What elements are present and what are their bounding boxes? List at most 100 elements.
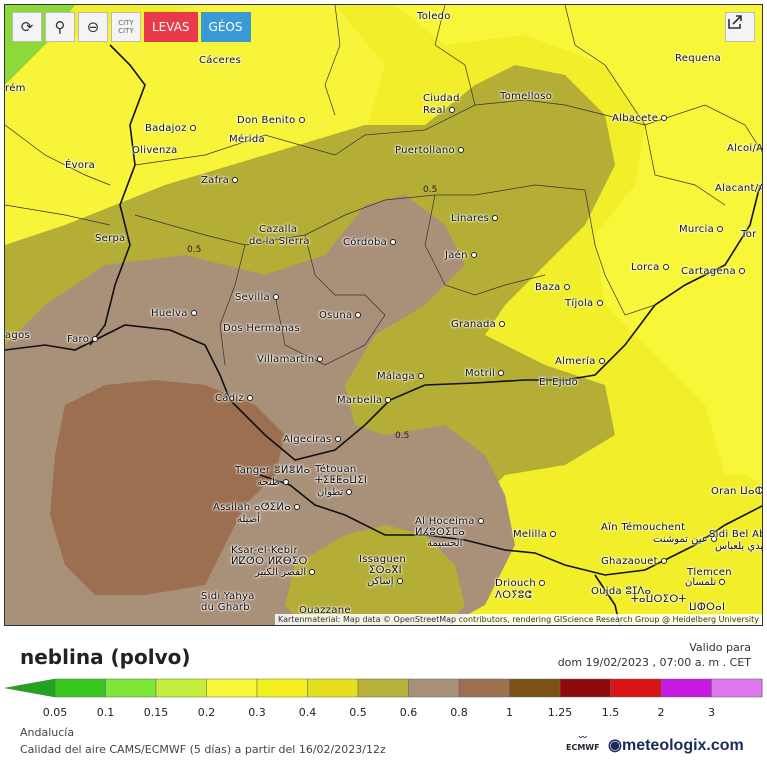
- legend-value-label: 0.3: [248, 706, 266, 719]
- city-marker-icon: [492, 215, 499, 221]
- city-label: Ciudad: [423, 93, 460, 104]
- city-marker-icon: [309, 569, 316, 575]
- city-label: تلمسان: [685, 577, 726, 588]
- contour-label: 0.5: [423, 185, 438, 195]
- city-name: rém: [5, 83, 26, 94]
- legend-swatch: [155, 678, 207, 698]
- city-name: Driouch: [495, 578, 536, 589]
- city-label: ⵍⵇⵚⵔ ⵍⴽⴱⵉⵔ: [231, 556, 308, 567]
- city-marker-icon: [498, 370, 505, 376]
- city-label: سيدي بلعباس: [715, 541, 762, 552]
- ecmwf-logo: 〰 ECMWF: [566, 732, 600, 752]
- zoom-out-icon[interactable]: ⊖: [78, 12, 108, 42]
- legend-swatch: [509, 678, 561, 698]
- city-name: Toledo: [417, 11, 451, 22]
- valid-date: dom 19/02/2023 , 07:00 a. m . CET: [557, 656, 751, 669]
- legend-value-label: 0.2: [198, 706, 216, 719]
- city-label: Tor: [741, 229, 757, 240]
- city-marker-icon: [719, 579, 726, 585]
- city-label: ⵡⵀⵔⴰⵏ: [689, 602, 725, 613]
- city-name: ⵜⵉⵟⵟⴰⵡⵉⵏ: [315, 475, 368, 486]
- city-marker-icon: [232, 177, 239, 183]
- city-name: Córdoba: [343, 237, 388, 248]
- meteologix-logo[interactable]: ◉meteologix.com: [608, 735, 744, 755]
- city-label: Olivenza: [132, 145, 178, 156]
- city-name: Huelva: [151, 308, 188, 319]
- city-label: Tanger ⴻⵍⴻⵍⴰ: [235, 465, 310, 476]
- city-label: Ghazaouet: [601, 556, 667, 567]
- product-title: neblina (polvo): [20, 645, 191, 669]
- legend-arrow-left: [4, 678, 56, 698]
- legend-swatch: [559, 678, 611, 698]
- share-icon[interactable]: [725, 12, 755, 42]
- city-name: Al Hoceima: [415, 516, 475, 527]
- city-marker-icon: [660, 558, 667, 564]
- city-marker-icon: [662, 264, 669, 270]
- city-marker-icon: [355, 312, 362, 318]
- city-marker-icon: [598, 358, 605, 364]
- legend-value-label: 1: [506, 706, 513, 719]
- city-label: القصر الكبير: [255, 567, 316, 578]
- map-view[interactable]: ⟳ ⚲ ⊖ CITY CITY LEVAS GÉOS Toledo Cáceres…: [4, 4, 763, 626]
- legend-swatch: [105, 678, 157, 698]
- city-name: Algeciras: [283, 434, 332, 445]
- city-name: طنجة: [257, 477, 280, 488]
- city-label: أصيلة: [237, 514, 260, 525]
- city-name: Tor: [741, 229, 757, 240]
- city-name: Oran ⵡⴰⵀⵔⴰⵏ: [711, 486, 763, 497]
- city-name: Osuna: [319, 310, 353, 321]
- city-marker-icon: [538, 580, 545, 586]
- legend-swatch: [610, 678, 662, 698]
- city-label: Faro: [67, 334, 99, 345]
- legend-value-label: 0.1: [97, 706, 115, 719]
- city-label: du Gharb: [201, 602, 250, 613]
- city-label: Ksar-el-Kebir: [231, 545, 298, 556]
- city-label: rém: [5, 83, 26, 94]
- city-name: تطوان: [317, 487, 344, 498]
- city-name: Évora: [65, 160, 96, 171]
- city-label: Cazalla: [259, 224, 297, 235]
- city-label: Don Benito: [237, 115, 305, 126]
- globe-icon: ◉: [608, 737, 622, 754]
- brand-label: meteologix.com: [621, 737, 744, 754]
- city-marker-icon: [317, 356, 324, 362]
- city-name: Serpa: [95, 233, 126, 244]
- city-label: Osuna: [319, 310, 362, 321]
- region-label: Andalucía: [20, 726, 75, 739]
- city-label: Badajoz: [145, 123, 196, 134]
- city-label: Sevilla: [235, 292, 279, 303]
- city-name: Jaén: [445, 250, 468, 261]
- legend-value-label: 0.4: [299, 706, 317, 719]
- legend-swatch: [660, 678, 712, 698]
- city-marker-icon: [272, 294, 279, 300]
- city-name: du Gharb: [201, 602, 250, 613]
- geos-button[interactable]: GÉOS: [200, 12, 251, 42]
- city-label: Cáceres: [199, 55, 241, 66]
- city-marker-icon: [92, 336, 99, 342]
- city-name: Ksar-el-Kebir: [231, 545, 298, 556]
- location-pin-icon[interactable]: ⚲: [45, 12, 75, 42]
- city-label: ⴷⵔⵢⵓⵛ: [495, 590, 532, 601]
- city-toggle-button[interactable]: CITY CITY: [111, 12, 141, 42]
- levas-button[interactable]: LEVAS: [144, 12, 198, 42]
- city-name: Almería: [555, 356, 596, 367]
- city-label: Real: [423, 105, 455, 116]
- legend-value-label: 3: [708, 706, 715, 719]
- city-name: ⴷⵔⵢⵓⵛ: [495, 590, 532, 601]
- city-label: Sidi Bel Ab: [709, 529, 762, 540]
- city-name: ⵍⵃⵓⵙⵉⵎⴰ: [415, 527, 466, 538]
- city-name: Olivenza: [132, 145, 178, 156]
- city-name: Zafra: [201, 175, 230, 186]
- city-name: Málaga: [377, 371, 415, 382]
- city-name: Ouazzane: [299, 605, 351, 616]
- city-name: Real: [423, 105, 446, 116]
- city-label: Albacete: [612, 113, 668, 124]
- city-label: Almería: [555, 356, 605, 367]
- city-marker-icon: [385, 397, 392, 403]
- legend-value-label: 0.8: [450, 706, 468, 719]
- legend-value-label: 0.15: [144, 706, 169, 719]
- city-marker-icon: [298, 117, 305, 123]
- city-name: الحسيمة: [427, 538, 463, 549]
- refresh-icon[interactable]: ⟳: [12, 12, 42, 42]
- city-name: Tlemcen: [687, 567, 732, 578]
